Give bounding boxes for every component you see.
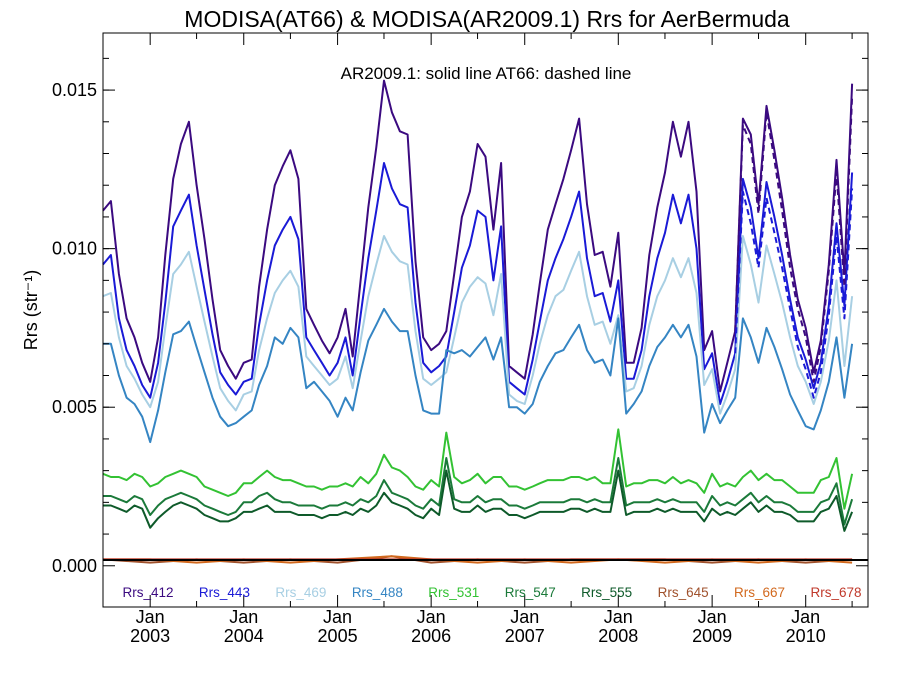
x-tick-year: 2003 [130,626,170,646]
plot-series [102,79,854,564]
legend-rrs-469: Rrs_469 [275,585,326,600]
x-tick-month: Jan [604,607,633,627]
legend-rrs-667: Rrs_667 [734,585,785,600]
x-tick-month: Jan [323,607,352,627]
x-tick-year: 2007 [505,626,545,646]
y-ticks: 0.000 0.005 0.010 0.015 [52,57,868,576]
legend-rrs-443: Rrs_443 [199,585,250,600]
x-tick-month: Jan [136,607,165,627]
y-tick-label: 0.000 [52,556,97,576]
x-tick-year: 2006 [411,626,451,646]
plot-dashed-series [734,96,854,399]
x-tick-month: Jan [229,607,258,627]
y-tick-label: 0.010 [52,239,97,259]
y-tick-label: 0.015 [52,80,97,100]
x-tick-year: 2008 [598,626,638,646]
legend: Rrs_412 Rrs_443 Rrs_469 Rrs_488 Rrs_531 Rrs_5… [122,585,861,600]
series-line-rrs-531 [102,428,854,510]
plot-frame [102,32,869,608]
legend-rrs-645: Rrs_645 [658,585,709,600]
x-tick-year: 2004 [224,626,264,646]
series-line-rrs-443 [102,162,854,405]
x-tick-month: Jan [510,607,539,627]
series-line-rrs-412 [102,79,854,393]
legend-rrs-678: Rrs_678 [810,585,861,600]
x-tick-year: 2009 [692,626,732,646]
dashed-line-rrs-443 [734,188,854,399]
legend-rrs-555: Rrs_555 [581,585,632,600]
series-line-rrs-547 [103,457,854,526]
chart-subtitle: AR2009.1: solid line AT66: dashed line [341,64,632,83]
legend-rrs-547: Rrs_547 [505,585,556,600]
series-line-rrs-469 [102,235,854,415]
series-line-rrs-555 [103,469,854,532]
x-ticks: Jan2003Jan2004Jan2005Jan2006Jan2007Jan20… [130,33,853,646]
y-axis-label: Rrs (str⁻¹) [21,270,41,350]
dashed-line-rrs-412 [734,96,854,383]
legend-rrs-531: Rrs_531 [428,585,479,600]
legend-rrs-488: Rrs_488 [352,585,403,600]
chart-title: MODISA(AT66) & MODISA(AR2009.1) Rrs for … [184,6,790,32]
x-tick-month: Jan [791,607,820,627]
x-tick-year: 2010 [786,626,826,646]
y-tick-label: 0.005 [52,397,97,417]
series-line-rrs-488 [103,307,854,444]
legend-rrs-412: Rrs_412 [122,585,173,600]
x-tick-year: 2005 [318,626,358,646]
x-tick-month: Jan [698,607,727,627]
x-tick-month: Jan [417,607,446,627]
